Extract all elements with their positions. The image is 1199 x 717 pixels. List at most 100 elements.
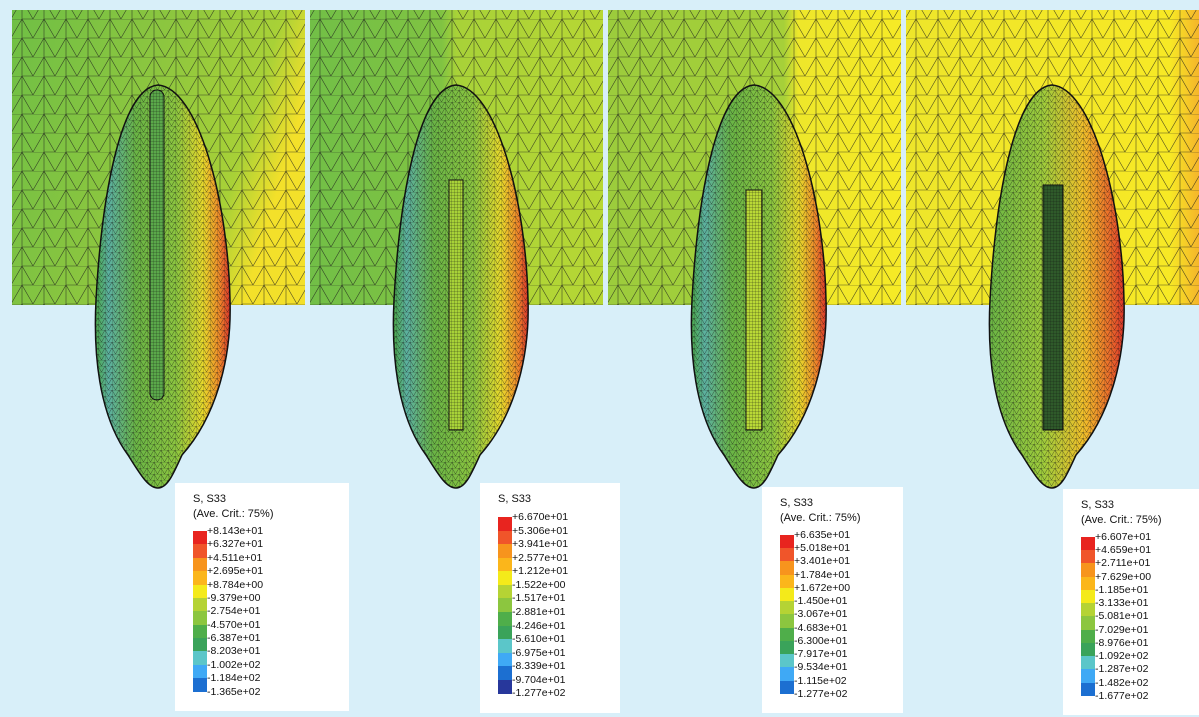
legend: S, S33+6.670e+01+5.306e+01+3.941e+01+2.5… [480, 483, 620, 713]
legend-swatch [1081, 590, 1095, 604]
legend-label: +5.018e+01 [794, 542, 850, 554]
legend-swatch [1081, 643, 1095, 657]
legend-label: -1.287e+02 [1095, 663, 1148, 675]
legend-swatch [1081, 669, 1095, 683]
legend-swatch [498, 626, 512, 640]
legend-label: -4.570e+01 [207, 619, 260, 631]
legend-label: +1.784e+01 [794, 569, 850, 581]
legend-label: +2.695e+01 [207, 565, 263, 577]
legend-label: +1.672e+00 [794, 582, 850, 594]
legend-swatch [498, 639, 512, 653]
legend-swatch [498, 558, 512, 572]
legend-subtitle: (Ave. Crit.: 75%) [1081, 514, 1162, 526]
legend-swatch [780, 681, 794, 695]
legend-label: +6.607e+01 [1095, 531, 1151, 543]
legend: S, S33(Ave. Crit.: 75%)+6.607e+01+4.659e… [1063, 489, 1199, 715]
legend-title: S, S33 [498, 493, 531, 505]
legend-swatch [1081, 550, 1095, 564]
legend-label: -1.482e+02 [1095, 677, 1148, 689]
legend-swatch [498, 653, 512, 667]
legend-label: -6.975e+01 [512, 647, 565, 659]
legend-swatch [193, 678, 207, 692]
panel-4 [906, 10, 1199, 488]
legend-swatch [193, 544, 207, 558]
legend-swatch [1081, 577, 1095, 591]
legend-label: -8.339e+01 [512, 660, 565, 672]
legend-label: -1.517e+01 [512, 592, 565, 604]
legend-label: -8.976e+01 [1095, 637, 1148, 649]
legend-label: -1.677e+02 [1095, 690, 1148, 702]
legend-swatch [780, 548, 794, 562]
legend-label: -8.203e+01 [207, 645, 260, 657]
legend-label: -6.300e+01 [794, 635, 847, 647]
legend-label: +5.306e+01 [512, 525, 568, 537]
legend-label: -6.387e+01 [207, 632, 260, 644]
legend-label: -1.277e+02 [794, 688, 847, 700]
legend-swatch [193, 558, 207, 572]
legend-swatch [1081, 563, 1095, 577]
legend-swatch [780, 641, 794, 655]
panel-3 [608, 10, 901, 488]
legend-label: +2.711e+01 [1095, 557, 1150, 569]
legend-swatch [780, 667, 794, 681]
legend-label: +2.577e+01 [512, 552, 568, 564]
legend-label: -9.534e+01 [794, 661, 847, 673]
legend-swatch [780, 561, 794, 575]
legend-swatch [498, 544, 512, 558]
legend-swatch [498, 666, 512, 680]
legend: S, S33 (Ave. Crit.: 75%) +6.635e+01+5.018e… [762, 487, 903, 713]
legend-label: -5.081e+01 [1095, 610, 1148, 622]
legend-label: -3.133e+01 [1095, 597, 1148, 609]
legend-swatch [498, 680, 512, 694]
legend-swatch [1081, 537, 1095, 551]
legend-label: -1.450e+01 [794, 595, 847, 607]
panel-2 [310, 10, 603, 488]
legend-label: -2.754e+01 [207, 605, 260, 617]
legend-swatch [498, 585, 512, 599]
legend-label: -7.029e+01 [1095, 624, 1148, 636]
legend-swatch [193, 531, 207, 545]
legend-swatch [193, 665, 207, 679]
legend-swatch [193, 625, 207, 639]
legend-title: S, S33 [1081, 499, 1114, 511]
panel-1 [12, 10, 305, 488]
legend-swatch [1081, 603, 1095, 617]
legend-swatch [193, 638, 207, 652]
legend-swatch [498, 598, 512, 612]
legend-swatch [1081, 616, 1095, 630]
legend-swatch [498, 531, 512, 545]
legend-subtitle: (Ave. Crit.: 75%) [193, 508, 274, 520]
legend-label: +7.629e+00 [1095, 571, 1151, 583]
legend-label: +1.212e+01 [512, 565, 568, 577]
legend-swatch [193, 651, 207, 665]
legend-swatch [780, 601, 794, 615]
legend-swatch [1081, 683, 1095, 697]
post-mesh [150, 90, 164, 400]
legend-label: -1.365e+02 [207, 686, 260, 698]
legend-swatch [193, 585, 207, 599]
legend-label: -1.185e+01 [1095, 584, 1148, 596]
legend-label: -1.002e+02 [207, 659, 260, 671]
legend-label: +8.784e+00 [207, 579, 263, 591]
legend-label: -4.246e+01 [512, 620, 565, 632]
legend-swatch [780, 654, 794, 668]
legend-label: -9.704e+01 [512, 674, 565, 686]
legend-label: -1.092e+02 [1095, 650, 1148, 662]
legend-label: +3.401e+01 [794, 555, 850, 567]
legend-subtitle: (Ave. Crit.: 75%) [780, 512, 861, 524]
legend-label: -7.917e+01 [794, 648, 847, 660]
legend-label: +4.511e+01 [207, 552, 262, 564]
legend-label: +3.941e+01 [512, 538, 568, 550]
post-mesh [1043, 185, 1063, 430]
legend-swatch [193, 571, 207, 585]
legend-swatch [498, 517, 512, 531]
legend-swatch [780, 535, 794, 549]
legend-label: +6.635e+01 [794, 529, 850, 541]
legend-swatch [498, 612, 512, 626]
legend-label: +8.143e+01 [207, 525, 263, 537]
legend-label: -1.277e+02 [512, 687, 565, 699]
legend-title: S, S33 [780, 497, 813, 509]
legend-swatch [780, 628, 794, 642]
post-mesh [449, 180, 463, 430]
post-mesh [746, 190, 762, 430]
